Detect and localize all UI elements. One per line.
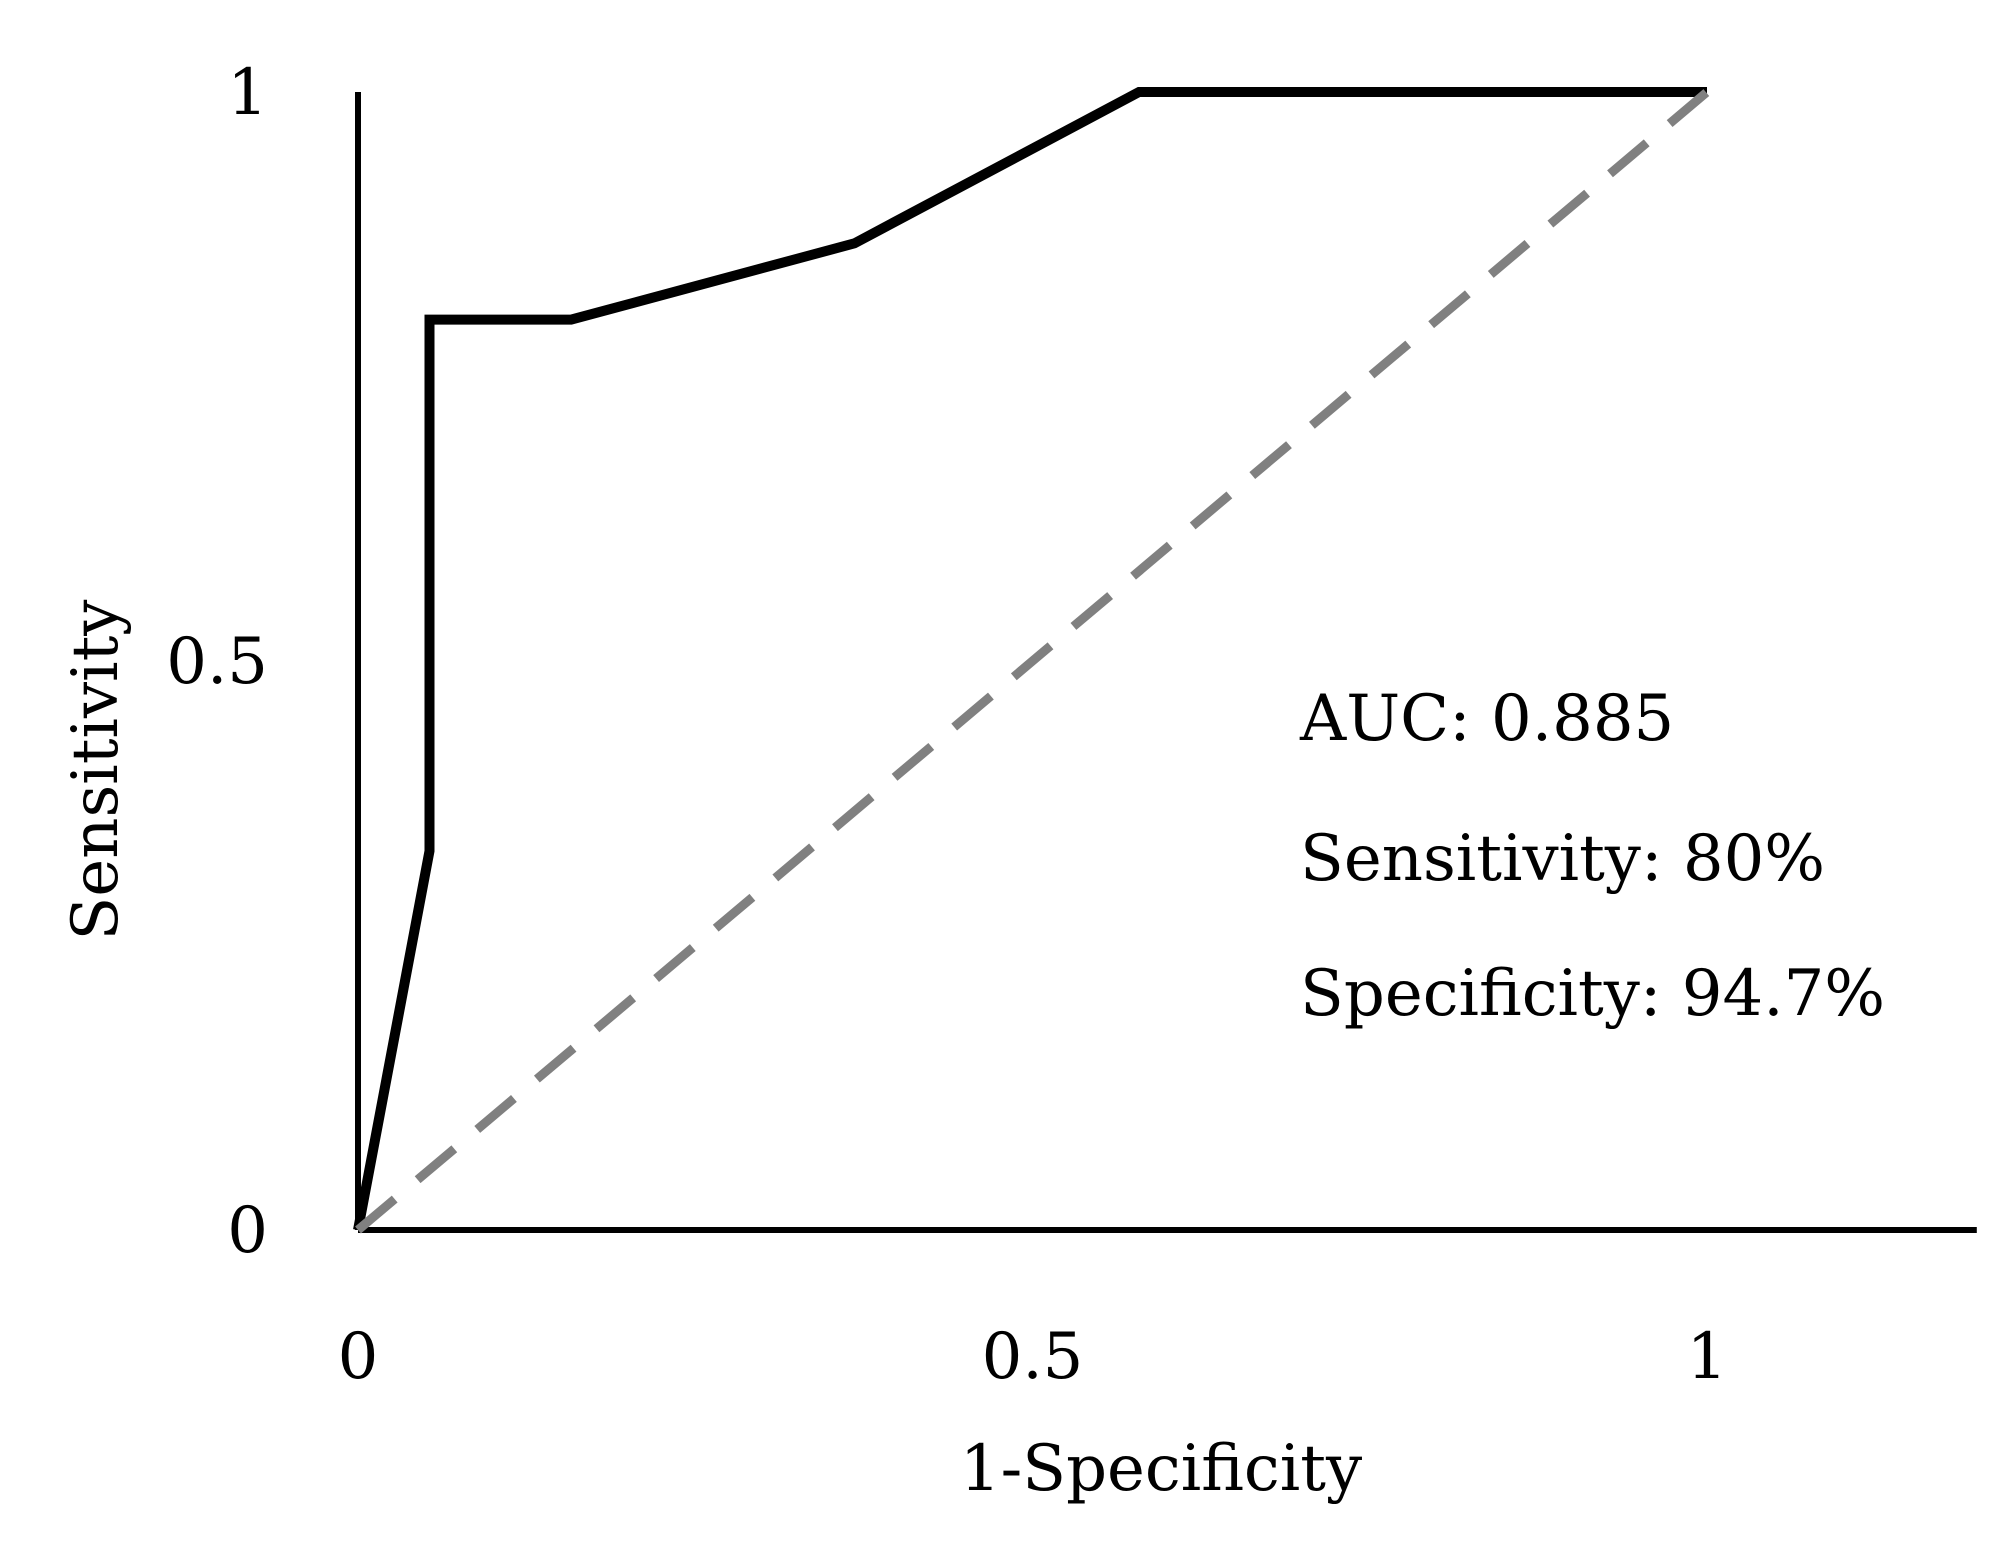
sensitivity-annotation: Sensitivity: 80%	[1300, 822, 1825, 896]
y-axis-label: Sensitivity	[59, 600, 133, 941]
y-tick-label-2: 1	[227, 56, 268, 130]
axes	[355, 92, 1977, 1233]
annotation-box: AUC: 0.885 Sensitivity: 80% Specificity:…	[1299, 682, 1885, 1031]
x-axis-label: 1-Specificity	[960, 1432, 1362, 1506]
tick-labels: 0 0.5 1 0 0.5 1	[166, 56, 1727, 1394]
specificity-annotation: Specificity: 94.7%	[1300, 957, 1885, 1031]
x-tick-label-1: 0.5	[982, 1320, 1084, 1394]
x-tick-label-0: 0	[338, 1320, 379, 1394]
auc-annotation: AUC: 0.885	[1299, 682, 1674, 756]
roc-curve-line	[353, 87, 1707, 1231]
reference-diagonal-line	[355, 88, 1710, 1234]
x-tick-label-2: 1	[1687, 1320, 1728, 1394]
y-tick-label-1: 0.5	[166, 625, 268, 699]
y-tick-label-0: 0	[227, 1194, 268, 1268]
series-group	[353, 87, 1710, 1234]
